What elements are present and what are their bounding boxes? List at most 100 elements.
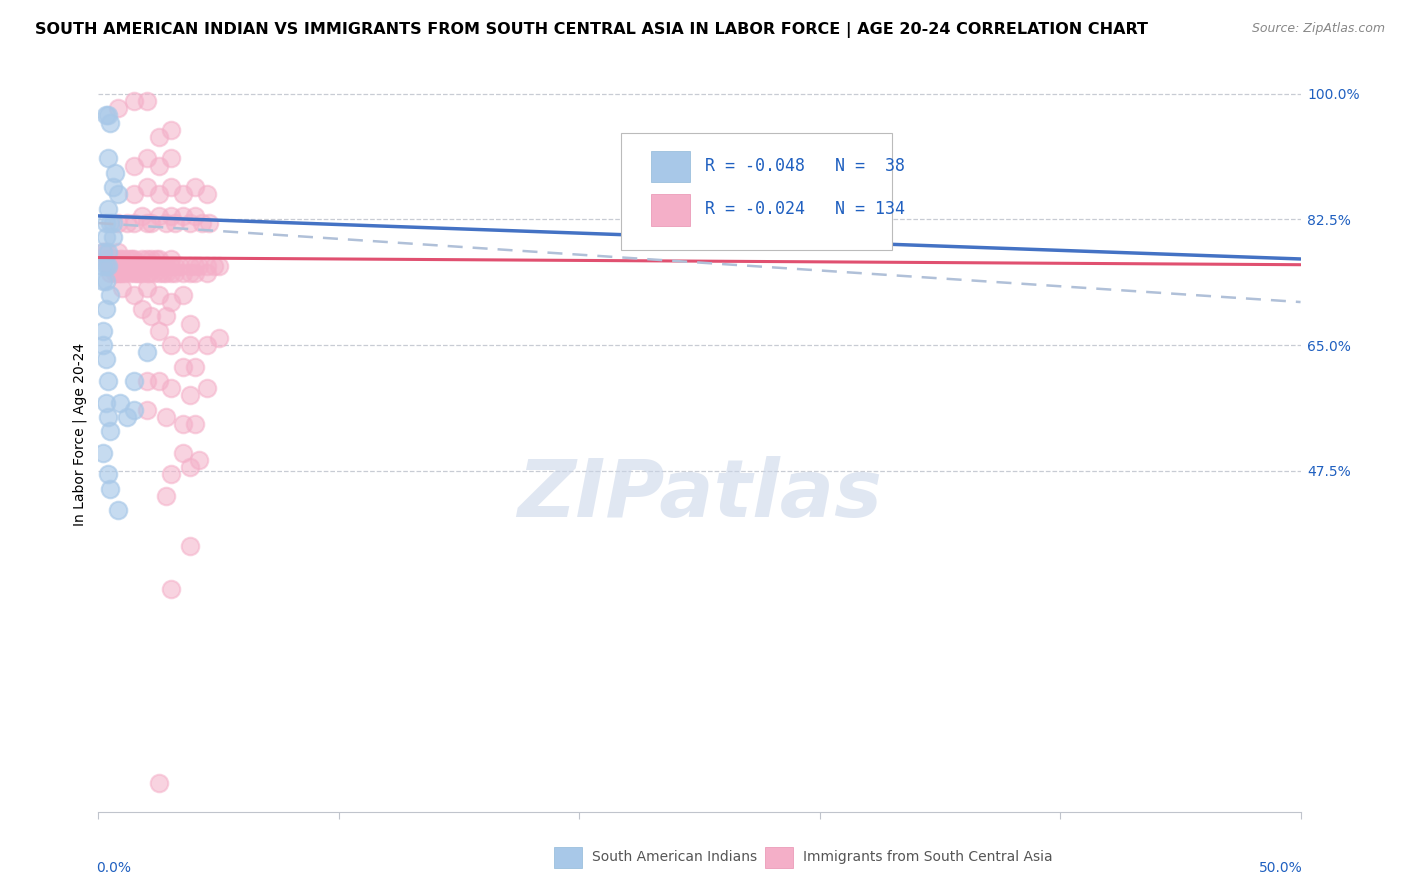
Point (128, 266, 150, 280)
Point (148, 159, 170, 173)
Point (141, 252, 163, 266)
Point (118, 252, 141, 266)
Point (179, 266, 201, 280)
Point (208, 331, 231, 345)
Point (135, 94, 157, 108)
Point (179, 388, 201, 402)
Point (107, 503, 129, 517)
Point (172, 187, 194, 202)
Point (125, 259, 148, 273)
Point (188, 453, 211, 467)
Point (141, 259, 163, 273)
Point (183, 180, 205, 194)
Point (172, 266, 194, 280)
Point (107, 101, 129, 115)
Point (208, 259, 231, 273)
Point (135, 152, 157, 166)
Point (94, 395, 117, 409)
Point (155, 409, 177, 424)
Point (97, 152, 120, 166)
Point (100, 288, 122, 302)
Point (97, 202, 120, 216)
Point (179, 216, 201, 230)
Point (159, 259, 181, 273)
Text: R = -0.048   N =  38: R = -0.048 N = 38 (706, 157, 905, 175)
Point (108, 266, 131, 280)
Point (195, 259, 218, 273)
Point (91, 244, 114, 259)
Point (97, 409, 120, 424)
Point (159, 266, 181, 280)
Point (148, 776, 170, 790)
Point (121, 252, 143, 266)
Text: 0.0%: 0.0% (96, 861, 131, 875)
Point (159, 209, 181, 223)
Point (108, 252, 131, 266)
Point (101, 216, 124, 230)
Point (179, 317, 201, 331)
Point (100, 115, 122, 129)
Point (172, 288, 194, 302)
Point (100, 259, 122, 273)
Point (111, 259, 134, 273)
Point (128, 259, 150, 273)
Point (124, 402, 146, 417)
Point (124, 288, 146, 302)
Point (148, 266, 170, 280)
Point (138, 259, 160, 273)
Point (135, 266, 157, 280)
Point (121, 259, 143, 273)
Point (94, 252, 117, 266)
Point (94, 352, 117, 367)
Point (148, 259, 170, 273)
Point (135, 259, 157, 273)
Point (117, 252, 139, 266)
Text: ZIPatlas: ZIPatlas (517, 456, 882, 534)
Point (131, 302, 153, 317)
Point (195, 338, 218, 352)
Point (155, 489, 177, 503)
Point (94, 244, 117, 259)
Point (101, 252, 124, 266)
Point (135, 252, 157, 266)
Point (135, 345, 157, 359)
Point (117, 409, 139, 424)
Point (148, 374, 170, 388)
Point (148, 324, 170, 338)
Point (97, 374, 120, 388)
Point (132, 259, 155, 273)
Point (172, 359, 194, 374)
Point (159, 152, 181, 166)
Point (183, 359, 205, 374)
Point (91, 259, 114, 273)
Point (97, 108, 120, 122)
Point (91, 446, 114, 460)
Point (91, 273, 114, 287)
Point (145, 252, 167, 266)
Point (202, 259, 225, 273)
Point (155, 266, 177, 280)
Point (104, 266, 127, 280)
Point (172, 209, 194, 223)
Point (183, 259, 205, 273)
Point (91, 324, 114, 338)
Point (152, 259, 174, 273)
Point (179, 539, 201, 553)
Point (165, 259, 187, 273)
Point (118, 259, 141, 273)
Point (159, 467, 181, 482)
Point (117, 259, 139, 273)
Point (111, 252, 134, 266)
Point (124, 187, 146, 202)
Point (94, 216, 117, 230)
Text: SOUTH AMERICAN INDIAN VS IMMIGRANTS FROM SOUTH CENTRAL ASIA IN LABOR FORCE | AGE: SOUTH AMERICAN INDIAN VS IMMIGRANTS FROM… (35, 22, 1149, 38)
Y-axis label: In Labor Force | Age 20-24: In Labor Force | Age 20-24 (73, 343, 87, 526)
Point (169, 259, 191, 273)
Point (159, 180, 181, 194)
Point (114, 259, 136, 273)
Point (131, 259, 153, 273)
Point (165, 216, 187, 230)
Point (195, 187, 218, 202)
Point (97, 259, 120, 273)
Point (183, 417, 205, 431)
